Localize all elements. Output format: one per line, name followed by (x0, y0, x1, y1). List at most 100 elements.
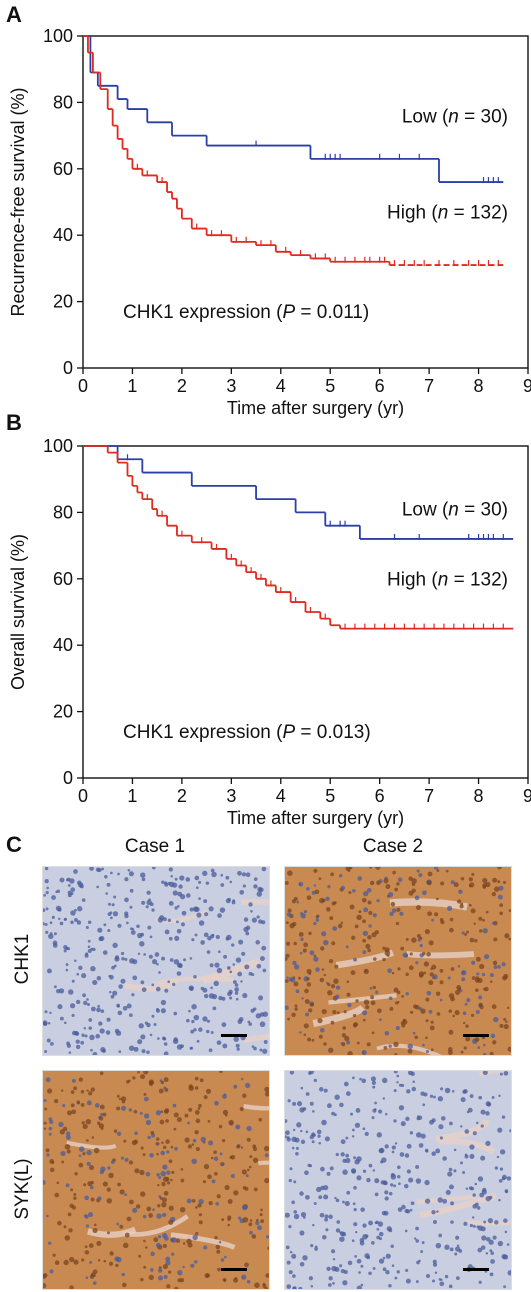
cell-nucleus (482, 928, 488, 934)
cell-nucleus (236, 1047, 240, 1051)
cell-nucleus (64, 1144, 71, 1150)
cell-nucleus (323, 1194, 329, 1200)
cell-nucleus (409, 952, 413, 956)
stroma-streak (243, 1033, 269, 1043)
cell-nucleus (501, 1115, 506, 1119)
cell-nucleus (65, 1134, 71, 1140)
cell-nucleus (489, 980, 493, 983)
cell-nucleus (498, 1198, 501, 1202)
cell-nucleus (315, 918, 320, 922)
cell-nucleus (263, 1039, 268, 1044)
cell-nucleus (457, 987, 461, 991)
cell-nucleus (397, 1174, 401, 1179)
cell-nucleus (260, 1219, 265, 1224)
cell-nucleus (197, 1107, 201, 1110)
cell-nucleus (454, 989, 461, 995)
cell-nucleus (362, 950, 367, 955)
cell-nucleus (384, 1144, 389, 1149)
cell-nucleus (150, 1130, 155, 1135)
cell-nucleus (45, 891, 49, 895)
cell-nucleus (468, 877, 473, 882)
cell-nucleus (412, 1080, 415, 1084)
cell-nucleus (296, 1101, 303, 1107)
cell-nucleus (59, 921, 64, 926)
cell-nucleus (377, 1221, 384, 1227)
cell-nucleus (188, 1009, 191, 1013)
cell-nucleus (459, 904, 464, 909)
cell-nucleus (221, 1022, 227, 1028)
cell-nucleus (478, 995, 483, 1000)
cell-nucleus (323, 939, 329, 946)
cell-nucleus (59, 1016, 64, 1021)
cell-nucleus (187, 1121, 191, 1125)
cell-nucleus (372, 1085, 376, 1089)
cell-nucleus (394, 887, 399, 892)
cell-nucleus (217, 913, 222, 918)
stroma-streak (202, 958, 261, 985)
cell-nucleus (391, 971, 395, 975)
cell-nucleus (48, 933, 54, 940)
cell-nucleus (476, 1121, 479, 1125)
cell-nucleus (172, 890, 178, 896)
cell-nucleus (75, 999, 81, 1005)
cell-nucleus (102, 1181, 108, 1187)
cell-nucleus (350, 1168, 357, 1174)
cell-nucleus (320, 1185, 325, 1191)
cell-nucleus (110, 994, 115, 999)
cell-nucleus (126, 1003, 132, 1009)
cell-nucleus (391, 1264, 395, 1267)
cell-nucleus (118, 1050, 122, 1053)
cell-nucleus (223, 1255, 227, 1259)
cell-nucleus (392, 870, 396, 875)
cell-nucleus (415, 905, 421, 911)
cell-nucleus (437, 1197, 443, 1203)
cell-nucleus (323, 1088, 328, 1093)
cell-nucleus (506, 1006, 510, 1010)
cell-nucleus (434, 912, 439, 917)
stroma-streak (155, 976, 234, 987)
cell-nucleus (77, 906, 83, 912)
cell-nucleus (71, 979, 75, 983)
cell-nucleus (503, 1024, 509, 1030)
cell-nucleus (139, 1111, 143, 1115)
cell-nucleus (173, 1127, 177, 1131)
cell-nucleus (448, 1009, 453, 1013)
y-axis-label: Recurrence-free survival (%) (8, 87, 28, 316)
cell-nucleus (460, 902, 464, 906)
cell-nucleus (384, 1190, 389, 1195)
cell-nucleus (120, 1105, 127, 1111)
cell-nucleus (494, 1220, 499, 1225)
cell-nucleus (345, 1157, 351, 1164)
cell-nucleus (497, 965, 501, 969)
cell-nucleus (497, 894, 503, 900)
stroma-streak (258, 1160, 269, 1166)
cell-nucleus (361, 897, 367, 903)
cell-nucleus (49, 921, 53, 925)
cell-nucleus (491, 1096, 495, 1099)
cell-nucleus (162, 1164, 168, 1170)
cell-nucleus (129, 888, 134, 893)
cell-nucleus (176, 962, 183, 968)
cell-nucleus (75, 1039, 80, 1044)
cell-nucleus (460, 1050, 464, 1054)
cell-nucleus (440, 920, 445, 925)
cell-nucleus (43, 1283, 47, 1289)
cell-nucleus (348, 890, 352, 895)
cell-nucleus (404, 1229, 408, 1233)
cell-nucleus (57, 907, 62, 912)
cell-nucleus (253, 1187, 258, 1192)
cell-nucleus (359, 1077, 362, 1081)
cell-nucleus (140, 1191, 146, 1197)
cell-nucleus (411, 1086, 417, 1092)
cell-nucleus (293, 981, 299, 987)
cell-nucleus (505, 1020, 508, 1023)
x-tick-label: 5 (325, 376, 335, 396)
cell-nucleus (112, 911, 119, 917)
histology-sykl-case2 (284, 1070, 512, 1290)
cell-nucleus (362, 1169, 367, 1173)
cell-nucleus (259, 1021, 266, 1028)
cell-nucleus (44, 1050, 48, 1053)
cell-nucleus (191, 1158, 197, 1165)
histology-chk1-case2 (284, 866, 512, 1056)
cell-nucleus (492, 921, 496, 925)
